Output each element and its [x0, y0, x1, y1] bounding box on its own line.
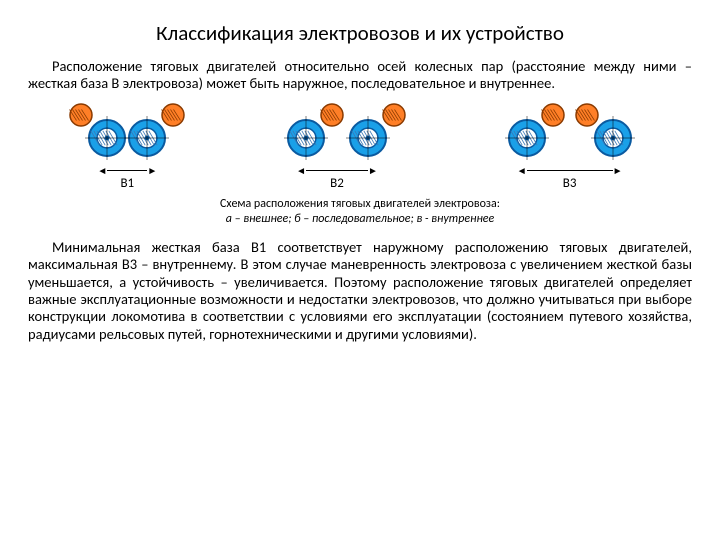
arrow-right-icon: ►: [613, 166, 623, 176]
dim-bar: [107, 170, 147, 171]
dimension-label: B3: [563, 176, 577, 191]
arrow-right-icon: ►: [368, 166, 378, 176]
diagram-caption: Схема расположения тяговых двигателей эл…: [28, 197, 692, 227]
assembly-1: ◄►B2: [265, 103, 409, 191]
dimension-line: ◄►: [486, 166, 654, 176]
assembly-2: ◄►B3: [486, 103, 654, 191]
caption-line2: а – внешнее; б – последовательное; в - в…: [226, 212, 495, 226]
arrow-left-icon: ◄: [296, 166, 306, 176]
body-paragraph: Минимальная жесткая база В1 соответствуе…: [28, 239, 692, 343]
dim-bar: [527, 170, 613, 171]
dimension-label: B2: [330, 176, 344, 191]
dimension-label: B1: [120, 176, 134, 191]
assembly-svg: [265, 103, 409, 164]
assembly-svg: [486, 103, 654, 164]
dim-bar: [306, 170, 368, 171]
arrow-left-icon: ◄: [517, 166, 527, 176]
caption-line1: Схема расположения тяговых двигателей эл…: [220, 197, 500, 211]
page-title: Классификация электровозов и их устройст…: [28, 20, 692, 46]
diagram-row: ◄►B1◄►B2◄►B3: [28, 103, 692, 191]
dimension-line: ◄►: [66, 166, 188, 176]
intro-paragraph: Расположение тяговых двигателей относите…: [28, 58, 692, 93]
dimension-line: ◄►: [265, 166, 409, 176]
assembly-svg: [66, 103, 188, 164]
assembly-0: ◄►B1: [66, 103, 188, 191]
arrow-left-icon: ◄: [97, 166, 107, 176]
arrow-right-icon: ►: [147, 166, 157, 176]
